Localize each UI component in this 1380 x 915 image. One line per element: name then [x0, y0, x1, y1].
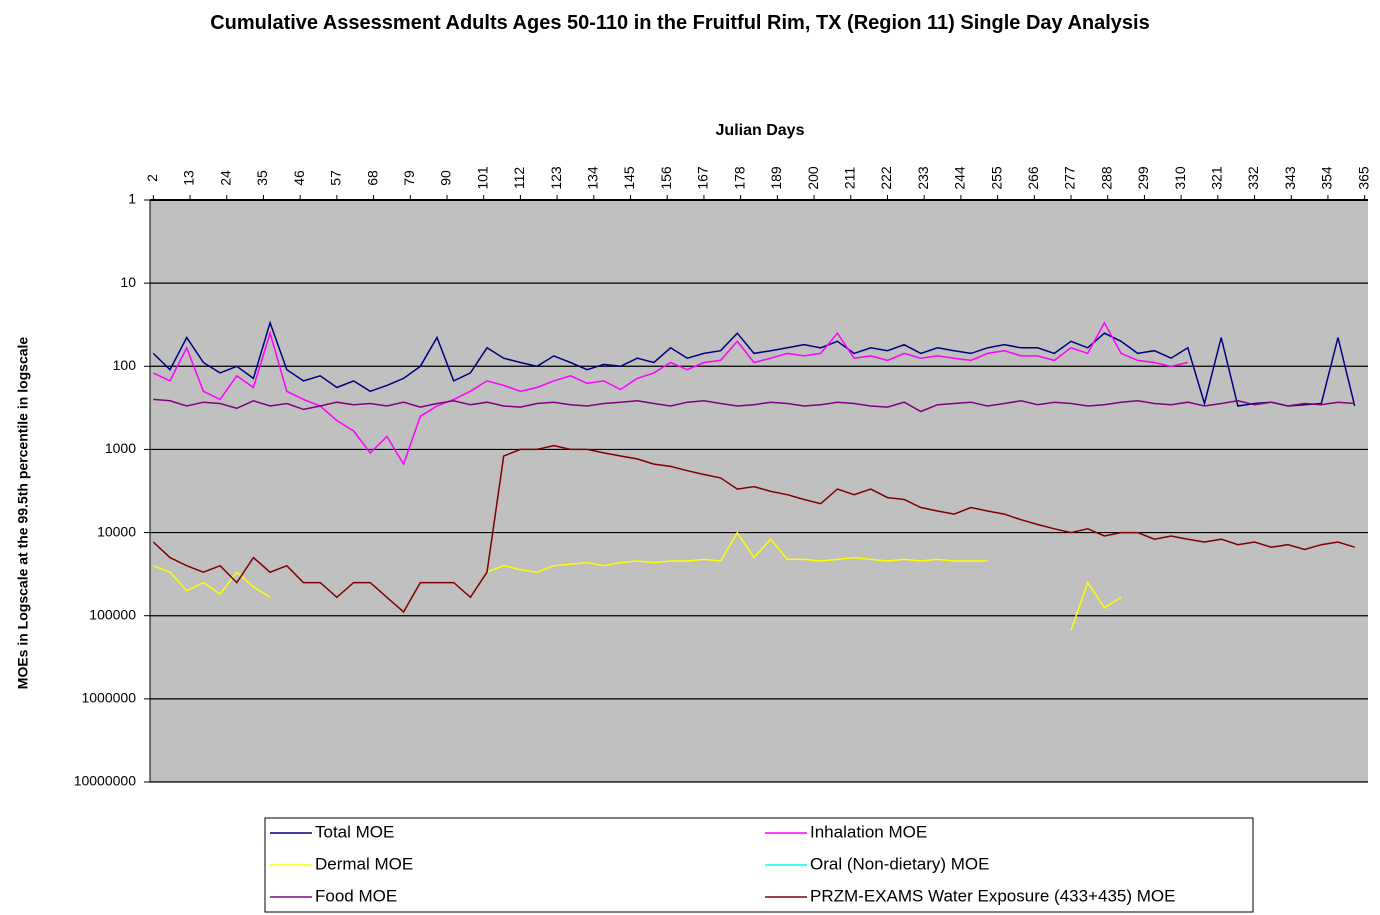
- legend-label: PRZM-EXAMS Water Exposure (433+435) MOE: [810, 886, 1175, 905]
- legend-box: [264, 817, 1254, 913]
- y-tick-label: 100: [113, 357, 137, 373]
- x-tick-label: 200: [805, 166, 821, 190]
- x-tick-label: 123: [548, 166, 564, 190]
- legend-label: Food MOE: [315, 886, 397, 905]
- x-tick-label: 167: [695, 166, 711, 190]
- x-tick-label: 310: [1172, 166, 1188, 190]
- x-tick-label: 266: [1025, 166, 1041, 190]
- y-tick-label: 10: [120, 274, 136, 290]
- y-tick-label: 1: [128, 191, 136, 207]
- x-tick-label: 189: [768, 166, 784, 190]
- y-tick-label: 1000: [105, 440, 136, 456]
- x-tick-label: 24: [217, 170, 233, 186]
- y-axis-title: MOEs in Logscale at the 99.5th percentil…: [15, 337, 31, 690]
- x-tick-label: 299: [1135, 166, 1151, 190]
- series-line: [152, 320, 1356, 407]
- series-line: [152, 444, 1355, 614]
- chart-title: Cumulative Assessment Adults Ages 50-110…: [210, 12, 1150, 34]
- x-tick-label: 57: [328, 170, 344, 186]
- x-tick-label: 244: [952, 166, 968, 190]
- x-tick-label: 321: [1209, 166, 1225, 190]
- x-tick-label: 13: [181, 170, 197, 186]
- y-tick-label: 1000000: [81, 690, 136, 706]
- x-axis-title: Julian Days: [716, 122, 805, 139]
- series-line: [152, 321, 1188, 466]
- x-tick-label: 68: [364, 170, 380, 186]
- legend-label: Oral (Non-dietary) MOE: [810, 854, 989, 873]
- y-tick-label: 100000: [89, 606, 136, 622]
- x-tick-label: 288: [1098, 166, 1114, 190]
- x-tick-label: 211: [841, 167, 857, 190]
- x-tick-label: 233: [915, 166, 931, 190]
- x-tick-label: 222: [878, 166, 894, 190]
- y-tick-label: 10000: [97, 523, 136, 539]
- x-tick-label: 79: [401, 170, 417, 186]
- x-tick-label: 134: [585, 166, 601, 190]
- y-tick-label: 10000000: [74, 773, 137, 789]
- x-tick-label: 2: [144, 174, 160, 182]
- legend-label: Dermal MOE: [315, 854, 413, 873]
- x-tick-label: 35: [254, 170, 270, 186]
- x-tick-label: 354: [1319, 166, 1335, 190]
- x-tick-label: 90: [438, 170, 454, 186]
- x-tick-label: 365: [1355, 166, 1371, 190]
- x-tick-label: 46: [291, 170, 307, 186]
- x-tick-label: 112: [511, 167, 527, 190]
- x-tick-label: 101: [474, 166, 490, 190]
- x-tick-label: 343: [1282, 166, 1298, 190]
- x-tick-label: 332: [1245, 166, 1261, 190]
- x-tick-label: 145: [621, 166, 637, 190]
- x-tick-label: 178: [731, 166, 747, 190]
- series-line: [153, 531, 1122, 631]
- plot-area: [150, 200, 1368, 782]
- x-tick-label: 156: [658, 166, 674, 190]
- x-tick-label: 255: [988, 166, 1004, 190]
- x-tick-label: 277: [1062, 166, 1078, 190]
- series-line: [153, 398, 1355, 413]
- legend-label: Inhalation MOE: [810, 822, 927, 841]
- legend-label: Total MOE: [315, 822, 394, 841]
